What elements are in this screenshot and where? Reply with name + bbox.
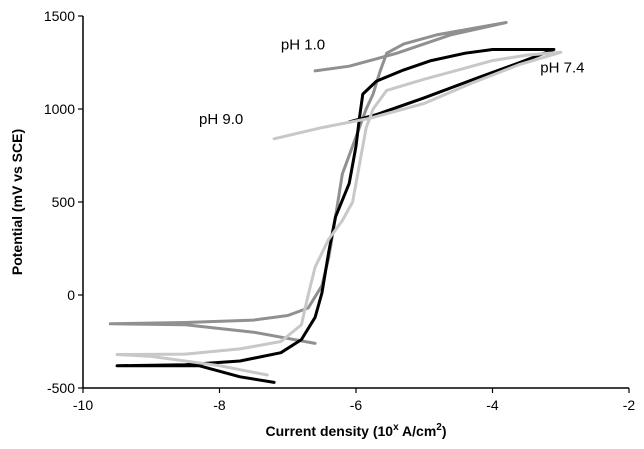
series-line-ph-7-4 (115, 48, 556, 384)
x-tick-label: -4 (486, 397, 499, 413)
x-axis-title: Current density (10x A/cm2) (266, 422, 447, 439)
x-tick-label: -8 (213, 397, 226, 413)
y-tick-label: 1500 (44, 8, 75, 24)
y-tick-label: 1000 (44, 101, 75, 117)
annotation-layer: pH 1.0 pH 7.4 pH 9.0 (199, 36, 584, 127)
series-annotation: pH 1.0 (281, 36, 325, 53)
series-annotation: pH 7.4 (540, 60, 584, 77)
series-layer (108, 21, 563, 384)
x-tick-label: -2 (623, 397, 636, 413)
y-tick-label: 0 (67, 287, 75, 303)
series-annotation: pH 9.0 (199, 111, 243, 128)
y-axis-title: Potential (mV vs SCE) (9, 129, 25, 275)
x-axis-ticks: -10 -8 -6 -4 -2 (73, 388, 636, 413)
series-line-ph-9-0 (115, 50, 563, 377)
x-tick-label: -6 (350, 397, 363, 413)
y-tick-label: 500 (52, 194, 76, 210)
y-axis-ticks: -500 0 500 1000 1500 (44, 8, 83, 396)
x-tick-label: -10 (73, 397, 93, 413)
y-tick-label: -500 (47, 380, 75, 396)
